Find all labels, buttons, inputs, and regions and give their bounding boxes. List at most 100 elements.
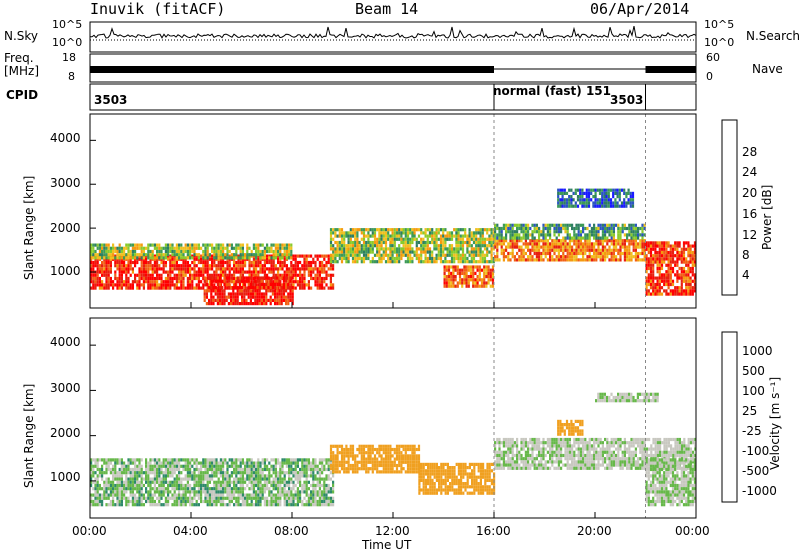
heatmap-cell bbox=[164, 464, 167, 468]
heatmap-cell bbox=[590, 255, 593, 259]
heatmap-cell bbox=[494, 230, 497, 234]
heatmap-cell bbox=[238, 282, 241, 286]
heatmap-cell bbox=[147, 483, 150, 488]
heatmap-cell bbox=[316, 471, 319, 475]
heatmap-cell bbox=[287, 295, 290, 299]
heatmap-cell bbox=[628, 223, 631, 227]
heatmap-cell bbox=[131, 499, 134, 504]
heatmap-cell bbox=[647, 244, 650, 248]
heatmap-cell bbox=[490, 256, 493, 261]
heatmap-cell bbox=[522, 223, 525, 227]
heatmap-cell bbox=[213, 483, 216, 488]
heatmap-cell bbox=[158, 477, 161, 481]
heatmap-cell bbox=[197, 477, 200, 481]
heatmap-cell bbox=[277, 483, 280, 488]
heatmap-cell bbox=[505, 239, 508, 243]
heatmap-cell bbox=[618, 198, 621, 202]
heatmap-cell bbox=[191, 471, 194, 475]
heatmap-cell bbox=[426, 247, 429, 251]
heatmap-cell bbox=[380, 231, 383, 235]
heatmap-cell bbox=[217, 246, 220, 250]
heatmap-cell bbox=[147, 480, 150, 484]
heatmap-cell bbox=[197, 273, 200, 277]
heatmap-cell bbox=[147, 253, 150, 257]
heatmap-cell bbox=[347, 244, 350, 248]
heatmap-cell bbox=[234, 302, 237, 306]
heatmap-cell bbox=[147, 270, 150, 274]
heatmap-cell bbox=[255, 471, 258, 475]
heatmap-cell bbox=[305, 467, 308, 472]
heatmap-cell bbox=[94, 458, 97, 462]
heatmap-cell bbox=[689, 257, 692, 261]
heatmap-cell bbox=[219, 260, 222, 265]
heatmap-cell bbox=[376, 240, 379, 245]
heatmap-cell bbox=[450, 281, 453, 285]
heatmap-cell bbox=[138, 461, 141, 465]
heatmap-cell bbox=[356, 244, 359, 248]
heatmap-cell bbox=[118, 474, 121, 478]
heatmap-cell bbox=[316, 467, 319, 472]
heatmap-cell bbox=[252, 282, 255, 286]
heatmap-cell bbox=[281, 477, 284, 481]
heatmap-cell bbox=[507, 245, 510, 249]
heatmap-cell bbox=[255, 490, 258, 494]
heatmap-cell bbox=[228, 270, 231, 274]
heatmap-cell bbox=[167, 471, 170, 475]
heatmap-cell bbox=[149, 496, 152, 500]
heatmap-cell bbox=[258, 292, 261, 296]
heatmap-cell bbox=[446, 237, 449, 241]
heatmap-cell bbox=[238, 289, 241, 293]
heatmap-cell bbox=[318, 267, 321, 271]
heatmap-cell bbox=[211, 243, 214, 247]
heatmap-cell bbox=[116, 276, 119, 281]
heatmap-cell bbox=[691, 270, 694, 274]
heatmap-cell bbox=[314, 474, 317, 478]
heatmap-cell bbox=[476, 281, 479, 285]
heatmap-cell bbox=[250, 249, 253, 254]
heatmap-cell bbox=[494, 233, 497, 237]
heatmap-cell bbox=[687, 286, 690, 290]
heatmap-cell bbox=[391, 240, 394, 245]
heatmap-cell bbox=[533, 230, 536, 234]
heatmap-cell bbox=[479, 234, 482, 238]
heatmap-cell bbox=[332, 264, 335, 268]
heatmap-cell bbox=[214, 292, 217, 296]
heatmap-cell bbox=[347, 253, 350, 257]
heatmap-cell bbox=[241, 295, 244, 299]
heatmap-cell bbox=[138, 280, 141, 284]
heatmap-cell bbox=[658, 279, 661, 283]
heatmap-cell bbox=[227, 282, 230, 286]
heatmap-cell bbox=[522, 226, 525, 231]
heatmap-cell bbox=[239, 477, 242, 481]
heatmap-cell bbox=[189, 286, 192, 290]
heatmap-cell bbox=[671, 292, 675, 296]
heatmap-cell bbox=[282, 276, 285, 280]
heatmap-cell bbox=[318, 264, 321, 268]
heatmap-cell bbox=[481, 244, 484, 248]
heatmap-cell bbox=[573, 242, 576, 246]
heatmap-cell bbox=[105, 256, 108, 260]
heatmap-cell bbox=[516, 239, 519, 243]
heatmap-cell bbox=[169, 458, 172, 462]
heatmap-cell bbox=[398, 234, 401, 238]
heatmap-cell bbox=[219, 256, 222, 260]
heatmap-cell bbox=[101, 270, 104, 274]
heatmap-cell bbox=[267, 289, 270, 293]
heatmap-cell bbox=[520, 255, 523, 259]
heatmap-cell bbox=[291, 276, 294, 280]
heatmap-cell bbox=[588, 251, 591, 256]
heatmap-cell bbox=[417, 253, 421, 257]
heatmap-cell bbox=[204, 490, 207, 494]
heatmap-cell bbox=[365, 253, 368, 257]
heatmap-cell bbox=[234, 298, 237, 302]
heatmap-cell bbox=[540, 251, 543, 256]
heatmap-cell bbox=[387, 253, 390, 257]
heatmap-cell bbox=[129, 480, 132, 484]
heatmap-cell bbox=[103, 256, 106, 260]
heatmap-cell bbox=[101, 253, 104, 257]
heatmap-cell bbox=[200, 273, 203, 277]
heatmap-cell bbox=[685, 292, 688, 296]
heatmap-cell bbox=[252, 490, 255, 494]
heatmap-cell bbox=[323, 487, 326, 491]
heatmap-cell bbox=[204, 496, 207, 500]
